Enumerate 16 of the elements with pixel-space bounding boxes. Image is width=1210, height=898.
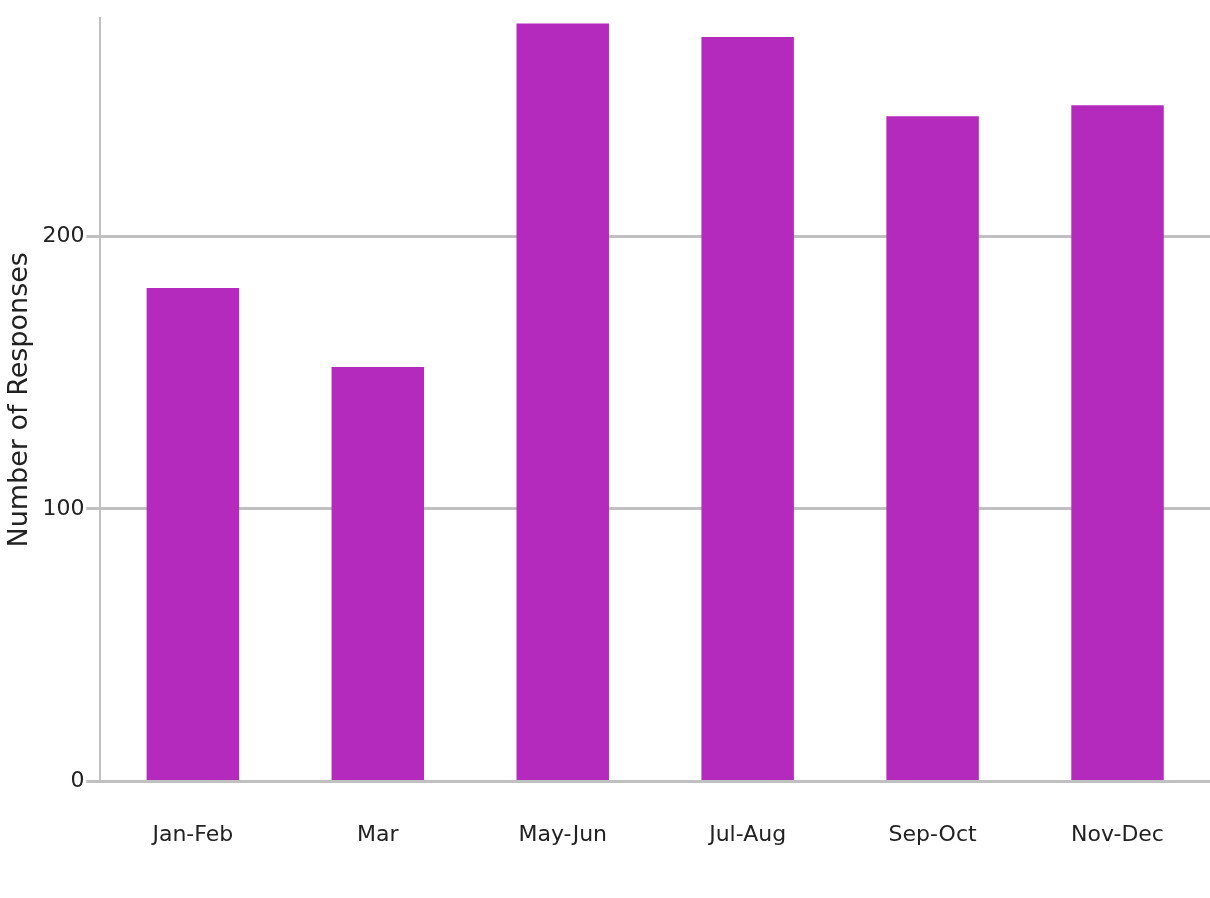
x-tick-label: Nov-Dec [1071, 820, 1164, 846]
y-axis-title: Number of Responses [2, 252, 34, 548]
bar [701, 37, 794, 781]
x-tick-label: Jul-Aug [707, 820, 787, 846]
bar [1071, 105, 1164, 781]
y-tick-label: 0 [70, 767, 85, 793]
bar [886, 116, 979, 781]
bar [146, 287, 240, 781]
x-tick-label: Mar [357, 820, 400, 846]
x-tick-label: Sep-Oct [888, 820, 977, 846]
y-tick-label: 200 [42, 221, 85, 247]
x-tick-label: May-Jun [518, 820, 608, 846]
bar [516, 23, 609, 781]
x-tick-label: Jan-Feb [150, 820, 234, 846]
y-tick-label: 100 [42, 494, 85, 520]
bar [331, 367, 425, 781]
